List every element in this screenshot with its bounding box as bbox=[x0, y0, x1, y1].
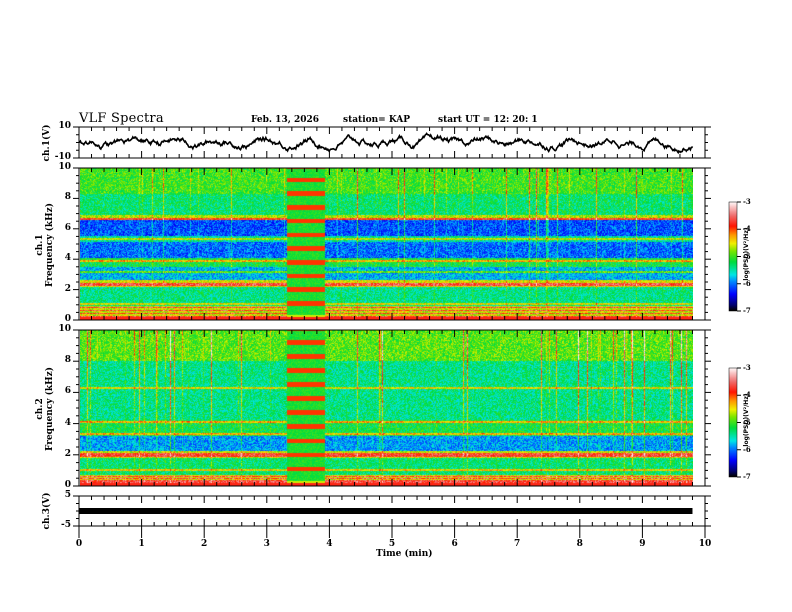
ch1-frequency-label: Frequency (kHz) bbox=[45, 203, 55, 288]
x-axis-label: Time (min) bbox=[376, 549, 433, 559]
ch1-colorbar-tick-label: -4 bbox=[743, 224, 751, 234]
ch3-ytick-label: -5 bbox=[61, 520, 71, 530]
x-tick-label: 0 bbox=[75, 539, 83, 549]
ch1-colorbar-tick-label: -5 bbox=[743, 251, 751, 261]
ch2-frequency-label: Frequency (kHz) bbox=[45, 367, 55, 452]
x-tick-label: 6 bbox=[451, 539, 458, 549]
start-time-label: start UT = 12: 20: 1 bbox=[438, 115, 538, 125]
ch1-waveform-trace bbox=[78, 132, 694, 155]
ch1-freq-tick-label: 2 bbox=[64, 283, 71, 294]
ch2-colorbar bbox=[729, 368, 737, 477]
x-tick-label: 2 bbox=[201, 539, 208, 549]
ch2-freq-tick-label: 4 bbox=[64, 417, 71, 428]
ch2-freq-tick-label: 10 bbox=[58, 324, 71, 334]
ch1-spectrogram-frame bbox=[78, 167, 706, 321]
x-tick-label: 5 bbox=[388, 539, 396, 549]
ch1-freq-tick-label: 6 bbox=[64, 222, 71, 233]
ch1-colorbar-tick-label: -7 bbox=[743, 306, 751, 315]
ch2-colorbar-tick-label: -5 bbox=[743, 417, 751, 427]
ch2-colorbar-tick-label: -6 bbox=[743, 444, 751, 454]
x-tick-label: 3 bbox=[263, 539, 270, 549]
date-label: Feb. 13, 2026 bbox=[251, 115, 320, 125]
ch2-spectrogram-image bbox=[80, 330, 693, 486]
ch1-freq-tick-label: 4 bbox=[64, 253, 71, 264]
ch1-spectrogram-image bbox=[80, 168, 693, 320]
ch2-channel-label: ch.2 bbox=[35, 398, 45, 420]
x-tick-label: 9 bbox=[639, 539, 646, 549]
station-label: station= KAP bbox=[343, 115, 411, 125]
ch3-ytick-label: 5 bbox=[64, 490, 71, 500]
ch2-freq-tick-label: 2 bbox=[64, 448, 71, 459]
ch1-frequency-ylabel: ch.1 Frequency (kHz) bbox=[35, 195, 57, 295]
ch2-freq-tick-label: 8 bbox=[64, 355, 71, 366]
ch1-voltage-ylabel: ch.1(V) bbox=[42, 124, 52, 162]
ch2-frequency-ylabel: ch.2 Frequency (kHz) bbox=[35, 359, 57, 459]
ch2-colorbar-tick-label: -7 bbox=[743, 472, 751, 481]
ch1-colorbar-tick-label: -6 bbox=[743, 278, 751, 288]
ch1-freq-tick-label: 8 bbox=[64, 192, 71, 203]
ch2-freq-tick-label: 0 bbox=[64, 480, 71, 490]
ch1-colorbar-tick-label: -3 bbox=[743, 197, 751, 206]
ch1-freq-tick-label: 10 bbox=[58, 162, 71, 172]
ch3-voltage-ylabel: ch.3(V) bbox=[42, 492, 52, 530]
ch2-colorbar-tick-label: -4 bbox=[743, 390, 751, 400]
ch3-waveform-trace bbox=[79, 508, 693, 514]
x-tick-label: 8 bbox=[576, 539, 583, 549]
ch2-colorbar-frame bbox=[728, 367, 738, 478]
ch2-spectrogram-frame bbox=[78, 329, 706, 487]
ch2-freq-tick-label: 6 bbox=[64, 386, 71, 397]
ch1-channel-label: ch.1 bbox=[35, 234, 45, 256]
x-tick-label: 4 bbox=[326, 539, 333, 549]
chart-title: VLF Spectra bbox=[79, 111, 164, 126]
ch1-colorbar bbox=[729, 202, 737, 311]
ch1-colorbar-frame bbox=[728, 201, 738, 312]
ch1-freq-tick-label: 0 bbox=[64, 314, 71, 324]
x-tick-label: 10 bbox=[698, 539, 712, 549]
ch1-ytick-label: -10 bbox=[54, 152, 71, 162]
ch2-colorbar-tick-label: -3 bbox=[743, 363, 751, 372]
ch1-ytick-label: 10 bbox=[58, 121, 71, 131]
x-tick-label: 7 bbox=[514, 539, 521, 549]
x-tick-label: 1 bbox=[138, 539, 145, 549]
